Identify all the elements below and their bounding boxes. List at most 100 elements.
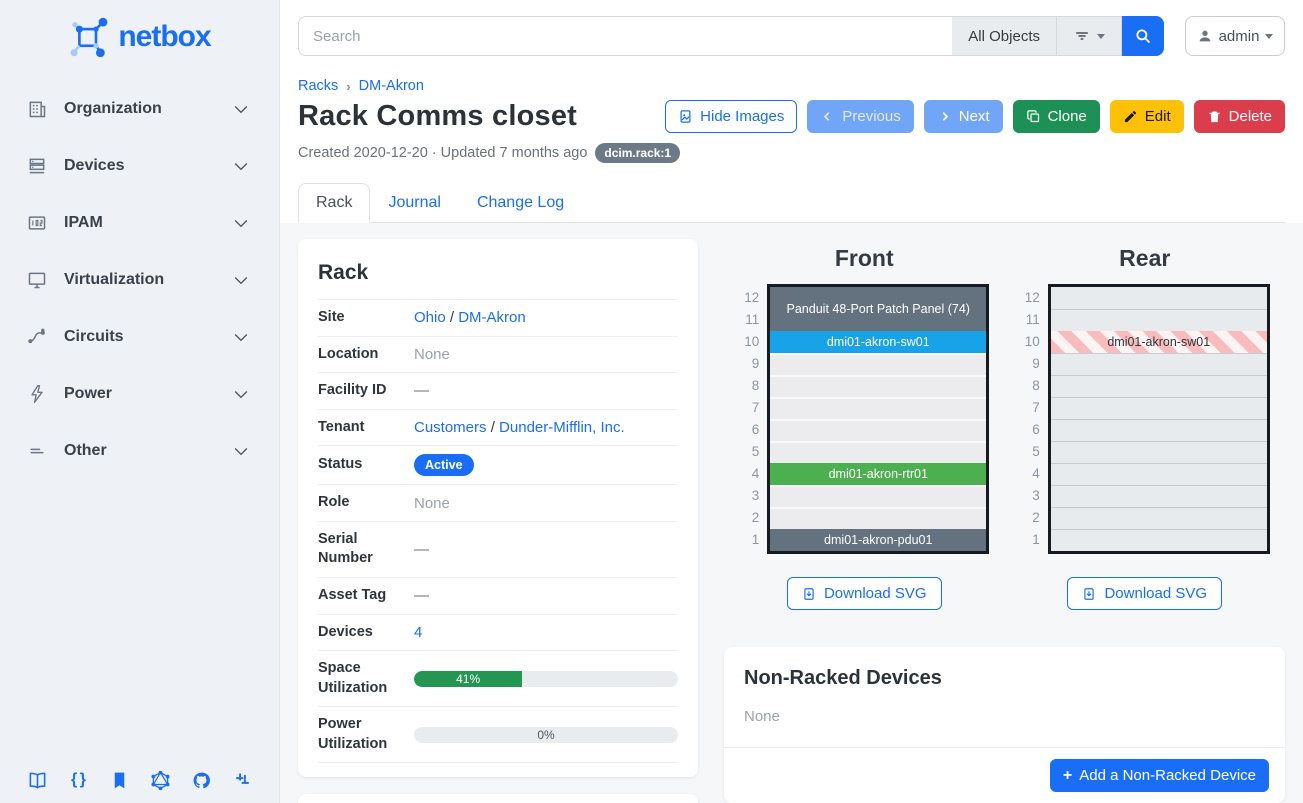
hide-images-button[interactable]: Hide Images	[665, 100, 798, 133]
trash-icon	[1209, 111, 1220, 123]
rear-empty-unit-12[interactable]	[1050, 287, 1267, 309]
front-empty-unit-2[interactable]	[770, 507, 987, 529]
front-unit-label-6: 6	[751, 422, 760, 437]
front-download-svg-button[interactable]: Download SVG	[786, 577, 942, 610]
sidebar-item-label: Circuits	[64, 327, 124, 345]
sidebar-item-devices[interactable]: Devices	[0, 137, 279, 194]
rear-empty-unit-4[interactable]	[1050, 463, 1267, 485]
chevron-down-icon	[231, 213, 251, 233]
next-button[interactable]: Next	[923, 100, 1003, 133]
sidebar-item-label: Organization	[64, 99, 162, 117]
search-filter-button[interactable]	[1057, 16, 1122, 56]
rear-unit-label-10: 10	[1024, 334, 1040, 349]
tab-change-log[interactable]: Change Log	[476, 194, 565, 211]
rear-empty-unit-1[interactable]	[1050, 529, 1267, 551]
front-rack-frame: Panduit 48-Port Patch Panel (74) dmi01-ak…	[767, 284, 990, 554]
file-download-icon	[1084, 587, 1095, 600]
rear-empty-unit-2[interactable]	[1050, 507, 1267, 529]
edit-label: Edit	[1144, 108, 1171, 125]
rack-attr-label: Location	[318, 345, 379, 362]
rear-rack-frame: dmi01-akron-sw01	[1047, 284, 1270, 554]
search-scope-button[interactable]: All Objects	[952, 16, 1057, 56]
rack-attr-value: None	[413, 346, 678, 363]
sidebar-item-other[interactable]: Other	[0, 422, 279, 479]
rear-empty-unit-11[interactable]	[1050, 309, 1267, 331]
front-empty-unit-5[interactable]	[770, 441, 987, 463]
rear-unit-label-9: 9	[1032, 356, 1040, 371]
value-empty-dash: —	[414, 382, 429, 400]
chevron-right-icon	[942, 112, 948, 121]
docs-icon[interactable]	[26, 769, 48, 791]
slack-icon[interactable]	[231, 769, 253, 791]
sidebar-item-power[interactable]: Power	[0, 365, 279, 422]
breadcrumb-link-dm-akron[interactable]: DM-Akron	[358, 78, 424, 94]
chevron-down-icon	[231, 99, 251, 119]
previous-button[interactable]: Previous	[807, 100, 914, 133]
rack-devices-count-link[interactable]: 4	[414, 623, 423, 641]
hide-images-label: Hide Images	[700, 108, 785, 125]
rack-device-dmi01-akron-sw01-rear[interactable]: dmi01-akron-sw01	[1050, 331, 1267, 353]
tab-journal[interactable]: Journal	[388, 194, 441, 211]
api-braces-icon[interactable]: { }	[71, 771, 86, 788]
rack-device-panduit-48-port-patch-panel-74-front[interactable]: Panduit 48-Port Patch Panel (74)	[770, 287, 987, 331]
rear-title: Rear	[1119, 245, 1171, 271]
rack-attr-label: Role	[318, 494, 350, 511]
front-empty-unit-3[interactable]	[770, 485, 987, 507]
netbox-logo[interactable]: netbox	[0, 10, 279, 72]
rack-attr-value: Active	[413, 454, 678, 477]
sidebar-item-label: Other	[64, 441, 107, 459]
sidebar-item-virtualization[interactable]: Virtualization	[0, 251, 279, 308]
add-non-racked-device-button[interactable]: + Add a Non-Racked Device	[1049, 759, 1269, 792]
rack-device-dmi01-akron-pdu01-front[interactable]: dmi01-akron-pdu01	[770, 529, 987, 551]
rack-device-dmi01-akron-rtr01-front[interactable]: dmi01-akron-rtr01	[770, 463, 987, 485]
front-empty-unit-7[interactable]	[770, 397, 987, 419]
graphql-icon[interactable]	[149, 769, 171, 791]
delete-button[interactable]: Delete	[1193, 100, 1285, 133]
breadcrumb-link-racks[interactable]: Racks	[298, 78, 339, 94]
rack-attr-label: Facility ID	[318, 382, 387, 399]
utilization-bar: 41%	[414, 670, 678, 687]
front-unit-label-1: 1	[751, 532, 760, 547]
rack-attr-row-asset-tag: Asset Tag —	[318, 576, 678, 614]
sidebar-item-ipam[interactable]: IPAM	[0, 194, 279, 251]
rack-attr-value: Ohio / DM-Akron	[414, 309, 526, 327]
front-empty-unit-6[interactable]	[770, 419, 987, 441]
search-input[interactable]	[298, 16, 953, 56]
rear-empty-unit-7[interactable]	[1050, 397, 1267, 419]
front-download-svg-label: Download SVG	[823, 585, 927, 602]
rack-attr-row-role: Role None	[318, 484, 678, 521]
rack-attr-value: 0%	[413, 726, 678, 743]
rack-attr-label: Tenant	[318, 418, 365, 435]
rear-empty-unit-9[interactable]	[1050, 353, 1267, 375]
non-racked-devices-card: Non-Racked Devices None + Add a Non-Rack…	[724, 647, 1285, 803]
rack-attr-label: Space Utilization	[318, 660, 388, 696]
link-dm-akron[interactable]: DM-Akron	[458, 309, 526, 327]
front-empty-unit-8[interactable]	[770, 375, 987, 397]
edit-button[interactable]: Edit	[1109, 100, 1184, 133]
sidebar-nav: Organization Devices IPAM Virtualization Cir…	[0, 72, 279, 487]
sidebar-footer: { }	[0, 769, 279, 791]
rack-device-dmi01-akron-sw01-front[interactable]: dmi01-akron-sw01	[770, 331, 987, 353]
front-unit-label-10: 10	[744, 334, 760, 349]
rack-card-title: Rack	[318, 261, 369, 284]
link-dunder-mifflin-inc[interactable]: Dunder-Mifflin, Inc.	[499, 418, 625, 436]
sidebar-item-circuits[interactable]: Circuits	[0, 308, 279, 365]
front-empty-unit-9[interactable]	[770, 353, 987, 375]
object-id-badge: dcim.rack:1	[595, 143, 681, 163]
rear-empty-unit-8[interactable]	[1050, 375, 1267, 397]
rack-attr-row-space-utilization: Space Utilization 41%	[318, 650, 678, 706]
user-menu-button[interactable]: admin	[1185, 16, 1285, 56]
link-customers[interactable]: Customers	[414, 418, 487, 436]
link-ohio[interactable]: Ohio	[414, 309, 446, 327]
rear-empty-unit-5[interactable]	[1050, 441, 1267, 463]
rear-empty-unit-6[interactable]	[1050, 419, 1267, 441]
github-icon[interactable]	[190, 769, 212, 791]
clone-button[interactable]: Clone	[1012, 100, 1100, 133]
api-docs-icon[interactable]	[108, 769, 130, 791]
tab-rack[interactable]: Rack	[298, 183, 371, 223]
rear-empty-unit-3[interactable]	[1050, 485, 1267, 507]
search-submit-button[interactable]	[1122, 16, 1164, 56]
sidebar-item-organization[interactable]: Organization	[0, 80, 279, 137]
rear-download-svg-button[interactable]: Download SVG	[1067, 577, 1223, 610]
rack-attr-value: —	[413, 541, 678, 558]
